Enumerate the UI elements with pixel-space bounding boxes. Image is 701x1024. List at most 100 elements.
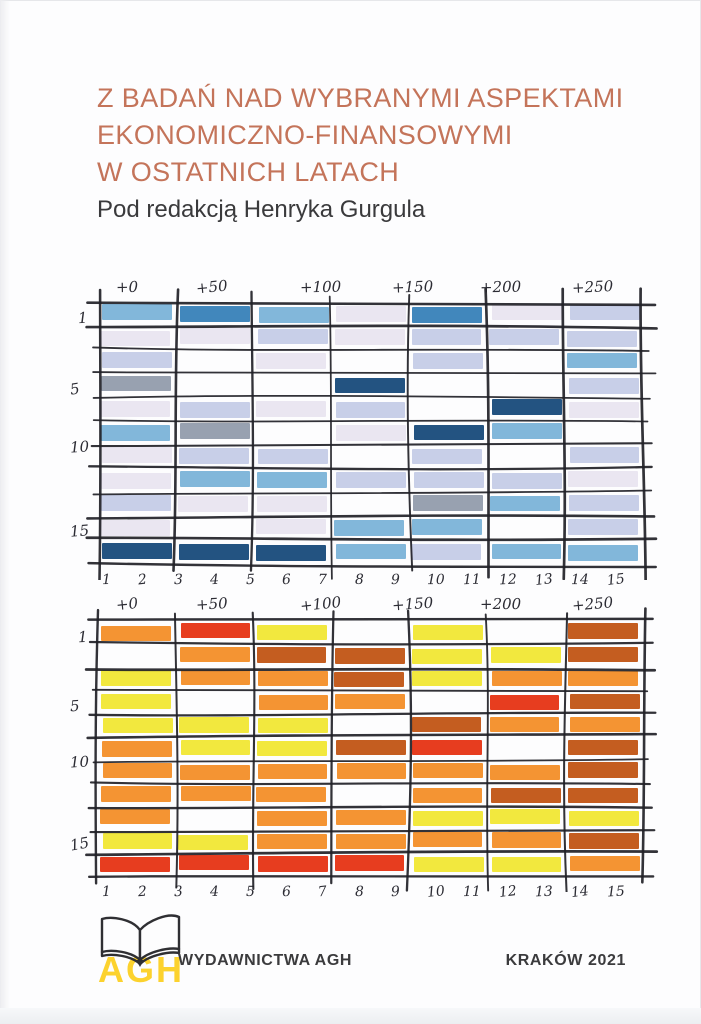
grid-cell [568,762,639,778]
grid-cell [100,625,171,642]
grid-cell [101,693,171,709]
grid-cell [491,304,562,321]
grid-cell [335,329,406,346]
grid-cell [414,857,485,873]
grid-cell [567,787,638,804]
top-axis-label: +0 [115,593,139,615]
grid-cell [411,717,482,733]
bottom-axis-label: 8 [354,571,364,589]
publisher-name: WYDAWNICTWA AGH [178,952,353,969]
top-axis-label: +150 [391,277,434,297]
grid-cell [491,543,562,560]
bottom-axis-label: 12 [497,882,518,902]
grid-cell [334,520,405,537]
grid-cell [490,809,561,825]
grid-cell [258,328,329,345]
grid-cell [568,623,639,639]
left-axis-label: 15 [69,521,90,541]
grid-cell [412,831,483,847]
grid-cell [178,834,248,850]
grid-cell [179,423,250,439]
bottom-axis-label: 13 [534,883,553,901]
grid-cell [256,647,327,663]
grid-cell [412,763,483,779]
grid-cell [258,717,328,733]
bottom-axis-label: 3 [173,883,184,901]
grid-cell [568,671,639,687]
grid-cell [412,306,482,323]
grid-cell [569,447,640,463]
bottom-axis-label: 9 [390,883,400,901]
bottom-axis-label: 12 [498,571,517,589]
heatmap-chart-warm: +0 +50 +100 +150 +200 +250 1 5 10 15 1 2 3 4 5 6 7 8 9 10 11… [68,593,668,911]
grid-cell [413,625,484,641]
grid-cell [336,306,407,323]
grid-cell [489,716,560,733]
grid-cell [336,740,407,756]
grid-cell [569,855,640,871]
grid-cell [102,763,173,779]
grid-cell [180,669,251,685]
grid-cell [411,328,482,345]
grid-cell [257,740,327,756]
grid-cell [180,646,251,662]
city-and-year: KRAKÓW 2021 [505,952,626,969]
grid-cell [180,328,250,344]
grid-cell [179,544,250,561]
grid-cell [256,471,327,488]
grid-cell [336,543,406,560]
grid-cell [100,856,171,873]
grid-cell [102,543,172,560]
grid-cell [336,763,407,779]
grid-cell [180,401,250,418]
bottom-axis-label: 13 [534,571,554,589]
grid-cell [102,447,173,463]
chart-cells-layer [98,302,643,564]
bottom-axis-label: 14 [570,571,589,589]
grid-cell [413,424,484,441]
top-axis-label: +200 [479,277,521,297]
grid-cell [336,472,406,488]
left-axis-label: 15 [68,833,91,855]
chart-cells-layer [98,621,643,876]
grid-cell [257,448,328,465]
top-axis-label: +50 [195,276,229,298]
grid-cell [491,857,562,873]
grid-cell [180,739,251,755]
grid-cell [411,544,482,561]
grid-cell [336,833,406,850]
grid-cell [180,623,251,639]
grid-cell [492,399,563,416]
left-axis-label: 10 [69,752,90,772]
grid-cell [256,401,326,418]
book-title-line2: EKONOMICZNO-FINANSOWYMI [97,120,513,150]
grid-cell [256,810,327,827]
grid-cell [412,787,483,804]
grid-cell [177,496,248,512]
top-axis-label: +150 [391,593,435,615]
bottom-axis-label: 15 [606,883,626,901]
grid-cell [568,810,639,827]
grid-cell [178,717,249,733]
grid-cell [179,306,250,323]
grid-cell [411,518,482,535]
grid-cell [490,764,561,781]
grid-cell [492,671,562,687]
top-axis-label: +200 [479,594,521,614]
grid-cell [568,647,639,663]
grid-cell [412,810,483,826]
bottom-axis-label: 8 [354,883,364,901]
grid-cell [333,671,404,687]
grid-cell [411,448,482,465]
grid-cell [335,694,406,710]
grid-cell [179,764,250,780]
grid-cell [492,423,562,440]
grid-cell [258,670,329,687]
grid-cell [491,647,561,663]
left-axis-label: 5 [69,696,81,716]
agh-publisher-logo: AGH [98,914,182,990]
bottom-axis-label: 1 [101,883,112,901]
left-axis-label: 10 [69,437,90,457]
chart-plot-area [98,302,643,564]
